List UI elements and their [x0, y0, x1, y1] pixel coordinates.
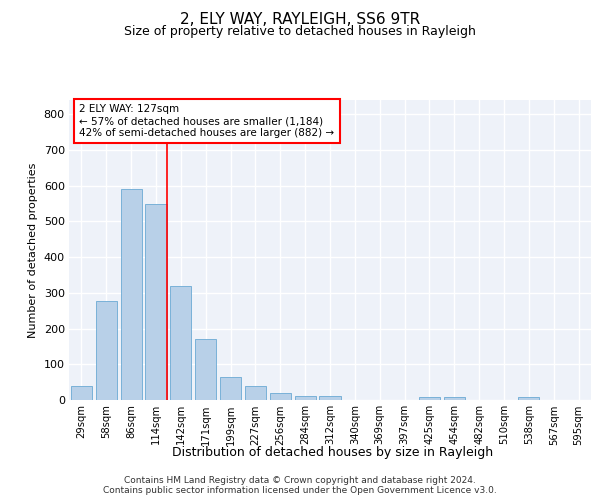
Text: 2, ELY WAY, RAYLEIGH, SS6 9TR: 2, ELY WAY, RAYLEIGH, SS6 9TR: [180, 12, 420, 28]
Bar: [145, 204, 167, 400]
Bar: [121, 188, 142, 400]
Bar: [71, 386, 92, 400]
Bar: [220, 377, 241, 400]
Text: Distribution of detached houses by size in Rayleigh: Distribution of detached houses by size …: [172, 446, 494, 459]
Bar: [96, 300, 117, 400]
Text: Contains HM Land Registry data © Crown copyright and database right 2024.
Contai: Contains HM Land Registry data © Crown c…: [103, 476, 497, 495]
Y-axis label: Number of detached properties: Number of detached properties: [28, 162, 38, 338]
Bar: [195, 340, 216, 400]
Bar: [444, 397, 465, 400]
Bar: [270, 393, 291, 400]
Text: Size of property relative to detached houses in Rayleigh: Size of property relative to detached ho…: [124, 25, 476, 38]
Bar: [245, 386, 266, 400]
Text: 2 ELY WAY: 127sqm
← 57% of detached houses are smaller (1,184)
42% of semi-detac: 2 ELY WAY: 127sqm ← 57% of detached hous…: [79, 104, 335, 138]
Bar: [295, 396, 316, 400]
Bar: [170, 286, 191, 400]
Bar: [319, 396, 341, 400]
Bar: [518, 397, 539, 400]
Bar: [419, 397, 440, 400]
